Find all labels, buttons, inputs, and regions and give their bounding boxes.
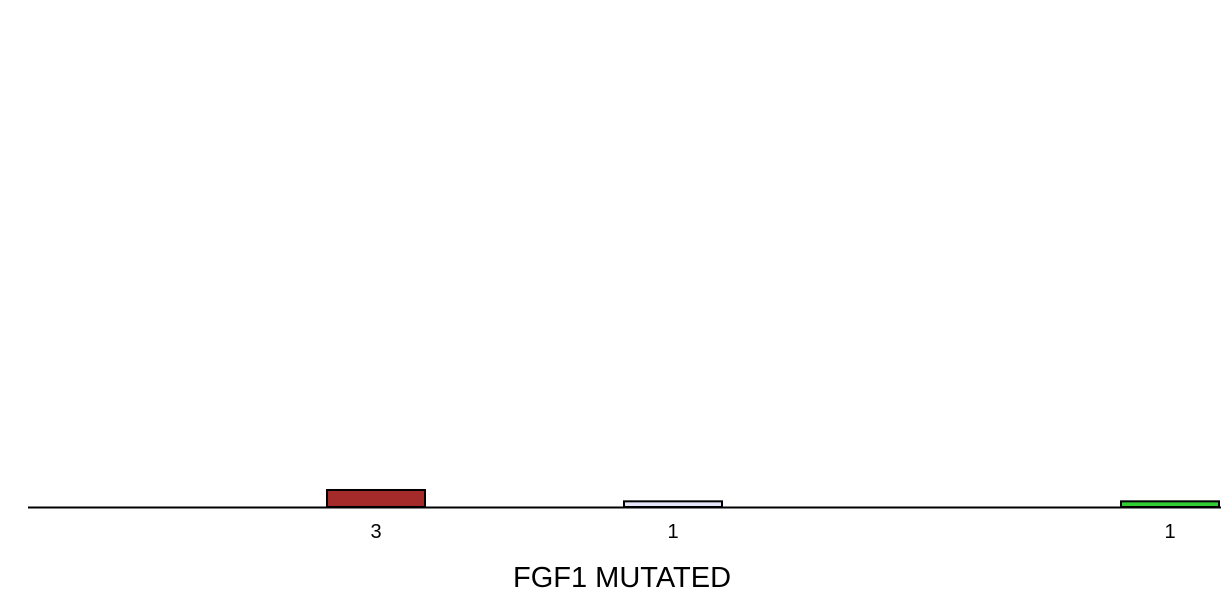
bar-value-label-2: 1 [667,521,678,543]
value-labels-group: 3 1 1 [370,521,1175,543]
bar-value-label-1: 3 [370,521,381,543]
bar-1 [326,488,426,508]
x-axis-title: FGF1 MUTATED [513,562,731,594]
bar-3 [1120,500,1220,508]
bars-group [326,488,1220,508]
bar-value-label-3: 1 [1164,521,1175,543]
bar-2 [623,500,723,508]
